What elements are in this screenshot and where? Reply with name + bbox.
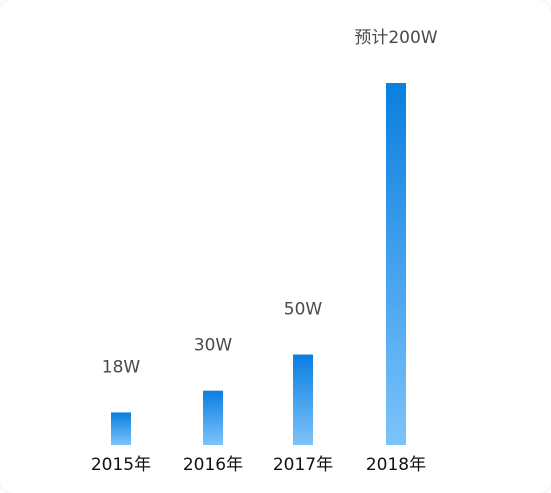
x-tick-label: 2017年 [273,455,333,475]
bar-2016年 [203,390,223,445]
bar-2017年 [293,354,313,445]
bar-2015年 [111,412,131,445]
x-axis-tick-labels: 2015年 2016年 2017年 2018年 [91,455,426,475]
data-label: 50W [284,300,323,320]
bars-layer [111,83,406,445]
x-tick-label: 2015年 [91,455,151,475]
x-tick-label: 2016年 [183,455,243,475]
data-label: 预计200W [354,28,437,48]
bar-2018年 [386,83,406,445]
data-labels-layer: 18W 30W 50W 预计200W [102,28,438,377]
x-tick-label: 2018年 [366,455,426,475]
data-label: 30W [194,336,233,356]
data-label: 18W [102,357,141,377]
